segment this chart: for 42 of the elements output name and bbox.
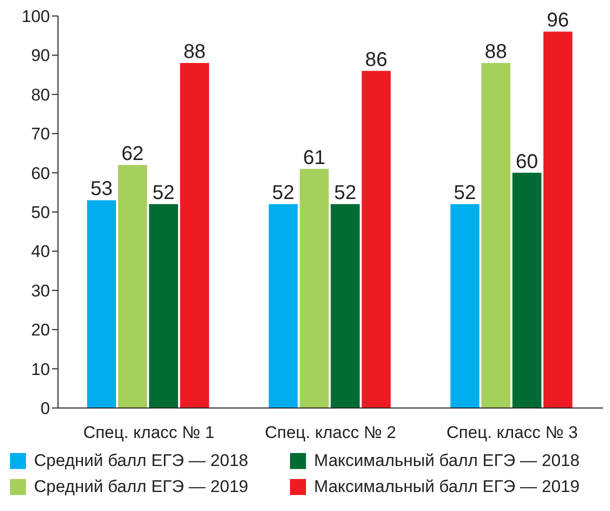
data-label: 96 — [546, 10, 570, 32]
x-tick-label: Спец. класс № 2 — [264, 423, 396, 442]
y-tick-label: 90 — [31, 46, 50, 66]
data-label: 86 — [365, 48, 388, 71]
bar — [300, 168, 329, 408]
legend-label: Максимальный балл ЕГЭ — 2019 — [314, 477, 580, 497]
x-tick-label: Спец. класс № 3 — [446, 423, 578, 442]
data-label: 52 — [152, 182, 175, 204]
y-tick-label: 60 — [31, 164, 50, 183]
y-tick-label: 30 — [31, 281, 50, 300]
x-tick-label: Спец. класс № 1 — [83, 423, 214, 442]
data-label: 60 — [516, 150, 538, 173]
legend-label: Максимальный балл ЕГЭ — 2018 — [314, 451, 580, 471]
y-tick-label: 50 — [31, 203, 50, 222]
bar — [362, 70, 391, 408]
y-tick-label: 10 — [31, 360, 50, 379]
bar — [268, 204, 298, 408]
data-label: 62 — [121, 142, 144, 165]
data-label: 52 — [454, 182, 476, 204]
bar — [149, 204, 178, 408]
bar — [118, 164, 148, 408]
y-tick-label: 70 — [31, 124, 50, 144]
legend-label: Средний балл ЕГЭ — 2018 — [34, 451, 248, 471]
legend-label: Средний балл ЕГЭ — 2019 — [34, 477, 248, 497]
data-label: 88 — [484, 41, 508, 64]
data-label: 88 — [183, 41, 206, 64]
data-label: 53 — [90, 178, 113, 200]
bar — [450, 204, 480, 408]
y-tick-label: 80 — [31, 85, 50, 104]
bar — [330, 204, 360, 408]
y-tick-label: 40 — [31, 242, 50, 262]
data-label: 52 — [272, 182, 294, 204]
bar — [87, 200, 116, 408]
data-label: 52 — [334, 182, 356, 204]
data-label: 61 — [303, 146, 326, 169]
y-tick-label: 0 — [40, 399, 50, 418]
y-tick-label: 100 — [22, 7, 50, 26]
bar — [481, 63, 510, 408]
bar — [512, 172, 542, 408]
bar — [543, 32, 572, 408]
bar — [180, 63, 210, 408]
y-tick-label: 20 — [31, 320, 50, 340]
